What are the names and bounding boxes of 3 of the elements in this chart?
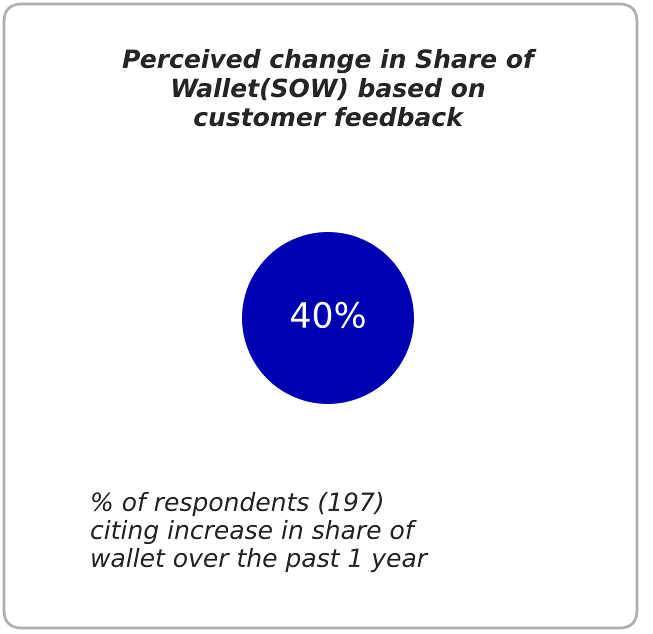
text: Perceived change in Share of Wallet(SOW) based on customer feedback (122, 48, 537, 126)
text: % of respondents (197) citing increase in share of wallet over the past 1 year (91, 492, 428, 572)
data-label: 40% (291, 302, 365, 328)
